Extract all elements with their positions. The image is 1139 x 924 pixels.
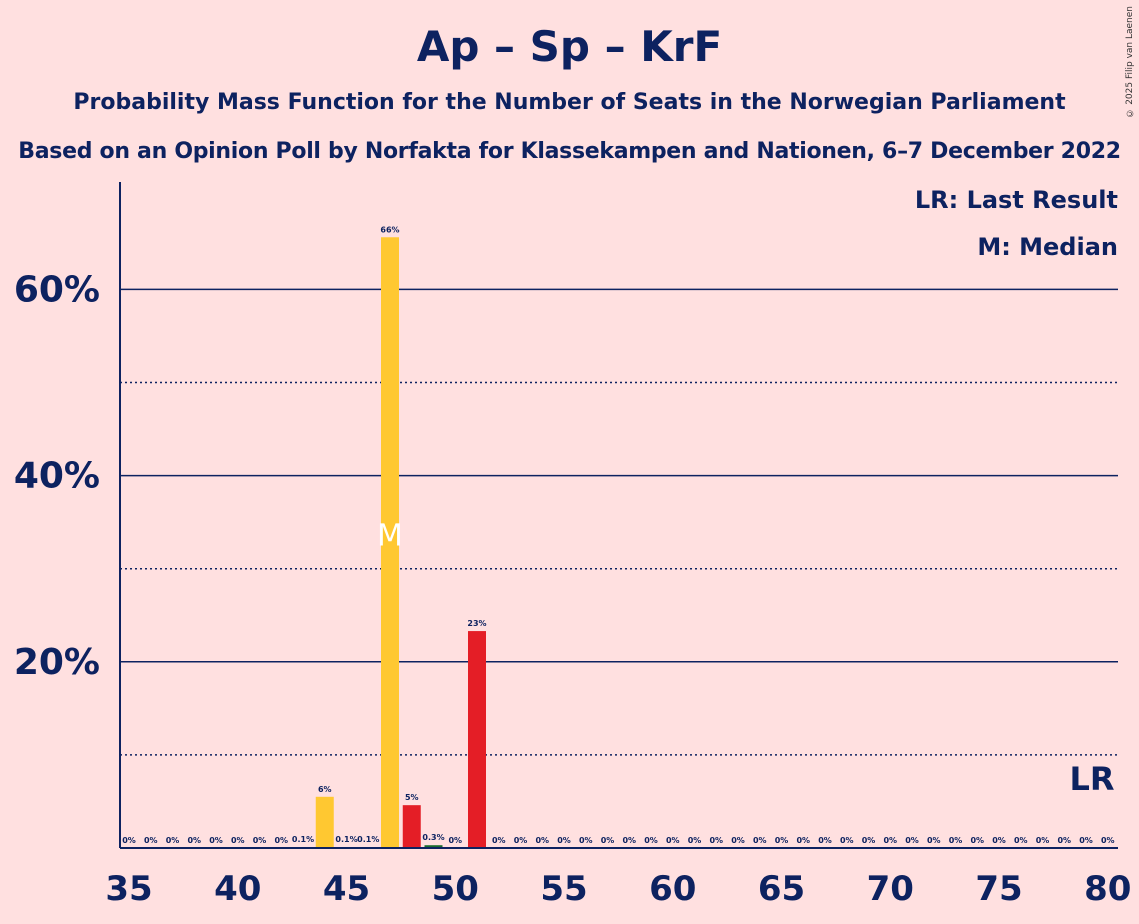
bar-value-label: 0% [448, 836, 462, 845]
bar-value-label: 0% [927, 836, 941, 845]
bar-value-label: 0.1% [335, 835, 357, 844]
bar-value-label: 0.1% [292, 835, 314, 844]
bar [381, 237, 399, 848]
median-marker: M [377, 518, 403, 553]
bar-value-label: 0% [796, 836, 810, 845]
bar-value-label: 0% [1014, 836, 1028, 845]
bar-value-label: 0% [970, 836, 984, 845]
bar-value-label: 0% [949, 836, 963, 845]
chart-source-subtitle: Based on an Opinion Poll by Norfakta for… [18, 139, 1121, 164]
bar-value-label: 0% [709, 836, 723, 845]
bar-value-label: 0% [1057, 836, 1071, 845]
x-tick-label: 65 [758, 869, 805, 909]
bar-value-label: 0% [1079, 836, 1093, 845]
bar-value-label: 0% [187, 836, 201, 845]
bar-value-label: 0% [274, 836, 288, 845]
bar-value-label: 0% [231, 836, 245, 845]
x-tick-label: 70 [867, 869, 914, 909]
bar-value-label: 0% [535, 836, 549, 845]
x-tick-label: 55 [540, 869, 587, 909]
bar [468, 631, 486, 848]
bar-value-label: 0% [253, 836, 267, 845]
bar-value-label: 0% [144, 836, 158, 845]
legend-last-result: LR: Last Result [914, 186, 1118, 214]
bar-value-label: 0% [514, 836, 528, 845]
x-tick-label: 35 [105, 869, 152, 909]
bar-value-label: 0% [166, 836, 180, 845]
bar-value-label: 0% [1036, 836, 1050, 845]
bar-value-label: 0% [209, 836, 223, 845]
x-tick-label: 60 [649, 869, 696, 909]
bar-value-label: 0% [1101, 836, 1115, 845]
bar-value-label: 0.3% [422, 833, 444, 842]
y-tick-label: 40% [14, 456, 100, 497]
bar-value-label: 0% [622, 836, 636, 845]
chart-subtitle: Probability Mass Function for the Number… [73, 90, 1066, 115]
y-tick-label: 20% [14, 642, 100, 683]
bar-value-label: 0% [753, 836, 767, 845]
x-tick-label: 45 [323, 869, 370, 909]
y-tick-label: 60% [14, 269, 100, 310]
bar [402, 805, 421, 848]
bar-value-label: 6% [318, 785, 332, 794]
bar-value-label: 5% [405, 793, 419, 802]
bar-value-label: 0% [862, 836, 876, 845]
bar-value-label: 0% [666, 836, 680, 845]
bar-value-label: 23% [467, 619, 486, 628]
bar-value-label: 0% [601, 836, 615, 845]
bar-value-label: 0% [840, 836, 854, 845]
bar-value-label: 0% [775, 836, 789, 845]
x-tick-label: 50 [432, 869, 479, 909]
bar-value-label: 0.1% [357, 835, 379, 844]
bar [315, 796, 334, 848]
bar-value-label: 0% [492, 836, 506, 845]
bar-value-label: 0% [883, 836, 897, 845]
bar-value-label: 0% [688, 836, 702, 845]
bar-value-label: 0% [579, 836, 593, 845]
bar-value-label: 66% [380, 225, 399, 234]
chart-title: Ap – Sp – KrF [416, 22, 723, 71]
last-result-marker: LR [1069, 760, 1114, 798]
legend-median: M: Median [977, 233, 1118, 261]
bar-value-label: 0% [992, 836, 1006, 845]
bar-value-label: 0% [905, 836, 919, 845]
bar-value-label: 0% [818, 836, 832, 845]
bar-value-label: 0% [122, 836, 136, 845]
bar-value-label: 0% [731, 836, 745, 845]
x-tick-label: 75 [975, 869, 1022, 909]
bar-value-label: 0% [644, 836, 658, 845]
bar [424, 845, 443, 848]
x-tick-label: 40 [214, 869, 261, 909]
bar-value-label: 0% [557, 836, 571, 845]
x-tick-label: 80 [1084, 869, 1131, 909]
